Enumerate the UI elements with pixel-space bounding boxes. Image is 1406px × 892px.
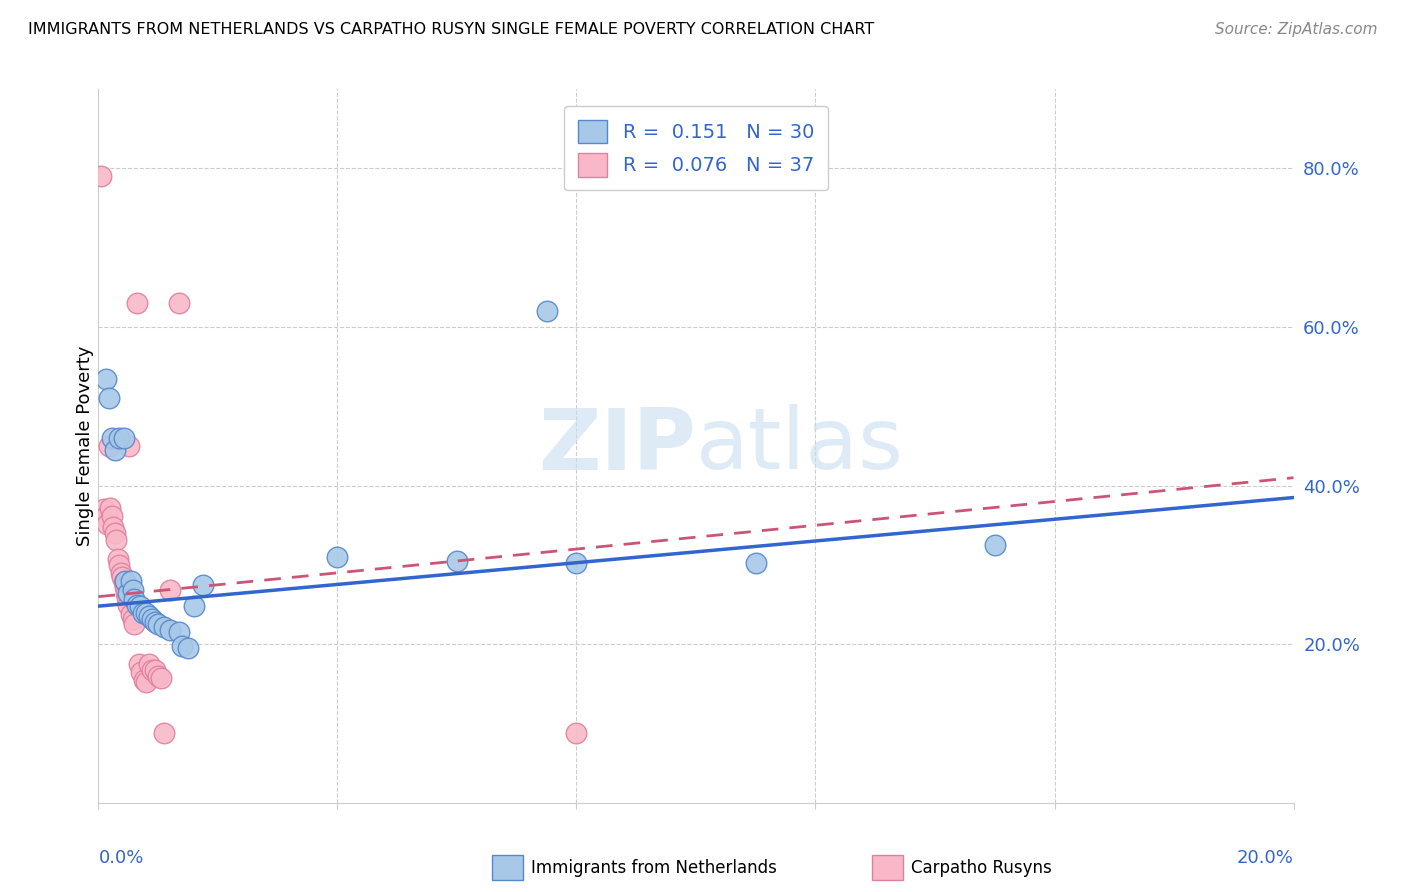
Point bbox=[120, 607, 142, 621]
Point bbox=[104, 442, 127, 457]
Text: 20.0%: 20.0% bbox=[1237, 849, 1294, 867]
Point bbox=[745, 557, 768, 571]
Point bbox=[90, 169, 112, 184]
Point bbox=[98, 392, 121, 406]
Point bbox=[127, 296, 149, 310]
Point bbox=[94, 508, 117, 523]
Point bbox=[172, 639, 194, 653]
Point bbox=[129, 599, 152, 614]
Point bbox=[112, 575, 135, 590]
Point bbox=[127, 598, 149, 612]
Point bbox=[148, 617, 170, 632]
Point bbox=[115, 585, 138, 599]
Point bbox=[128, 657, 150, 671]
Point bbox=[141, 663, 163, 677]
Point bbox=[124, 617, 146, 632]
Point bbox=[131, 665, 153, 679]
Point bbox=[138, 609, 160, 624]
Point bbox=[159, 623, 181, 637]
Point bbox=[167, 296, 190, 310]
Point bbox=[114, 574, 136, 588]
Point bbox=[153, 620, 176, 634]
Point bbox=[153, 726, 176, 740]
Point bbox=[112, 431, 135, 445]
Point bbox=[138, 657, 160, 671]
Point bbox=[132, 673, 155, 687]
Point bbox=[984, 538, 1007, 552]
Point bbox=[117, 598, 139, 612]
Text: IMMIGRANTS FROM NETHERLANDS VS CARPATHO RUSYN SINGLE FEMALE POVERTY CORRELATION : IMMIGRANTS FROM NETHERLANDS VS CARPATHO … bbox=[28, 22, 875, 37]
Point bbox=[565, 557, 588, 571]
Point bbox=[122, 612, 145, 626]
Point bbox=[159, 583, 181, 598]
Point bbox=[124, 592, 146, 607]
Point bbox=[107, 551, 129, 566]
Point bbox=[115, 591, 138, 606]
Point bbox=[143, 663, 166, 677]
Point bbox=[100, 431, 122, 445]
Point bbox=[135, 675, 157, 690]
Point bbox=[143, 615, 166, 629]
Point bbox=[100, 508, 122, 523]
Legend: R =  0.151   N = 30, R =  0.076   N = 37: R = 0.151 N = 30, R = 0.076 N = 37 bbox=[564, 106, 828, 191]
Point bbox=[108, 431, 131, 445]
Y-axis label: Single Female Poverty: Single Female Poverty bbox=[76, 346, 94, 546]
Point bbox=[108, 558, 131, 572]
Point bbox=[135, 606, 157, 620]
Point bbox=[94, 371, 117, 385]
Point bbox=[122, 583, 145, 598]
Point bbox=[565, 726, 588, 740]
Point bbox=[141, 612, 163, 626]
Point bbox=[446, 554, 468, 568]
Text: 0.0%: 0.0% bbox=[98, 849, 143, 867]
Point bbox=[183, 599, 205, 614]
Point bbox=[93, 502, 115, 516]
Point bbox=[150, 671, 173, 685]
Point bbox=[110, 566, 132, 580]
Text: Immigrants from Netherlands: Immigrants from Netherlands bbox=[531, 859, 778, 877]
Point bbox=[98, 439, 121, 453]
Point bbox=[111, 570, 134, 584]
Point bbox=[118, 439, 141, 453]
Point bbox=[167, 625, 190, 640]
Point bbox=[105, 533, 128, 547]
Point bbox=[132, 606, 155, 620]
Text: ZIP: ZIP bbox=[538, 404, 696, 488]
Point bbox=[148, 669, 170, 683]
Point bbox=[100, 500, 122, 515]
Point bbox=[536, 304, 558, 318]
Point bbox=[191, 578, 214, 592]
Point bbox=[104, 526, 127, 541]
Point bbox=[177, 641, 200, 656]
Text: Carpatho Rusyns: Carpatho Rusyns bbox=[911, 859, 1052, 877]
Text: Source: ZipAtlas.com: Source: ZipAtlas.com bbox=[1215, 22, 1378, 37]
Point bbox=[120, 574, 142, 588]
Point bbox=[117, 585, 139, 599]
Point bbox=[114, 580, 136, 594]
Point bbox=[96, 516, 118, 531]
Point bbox=[103, 520, 125, 534]
Text: atlas: atlas bbox=[696, 404, 904, 488]
Point bbox=[326, 549, 349, 564]
